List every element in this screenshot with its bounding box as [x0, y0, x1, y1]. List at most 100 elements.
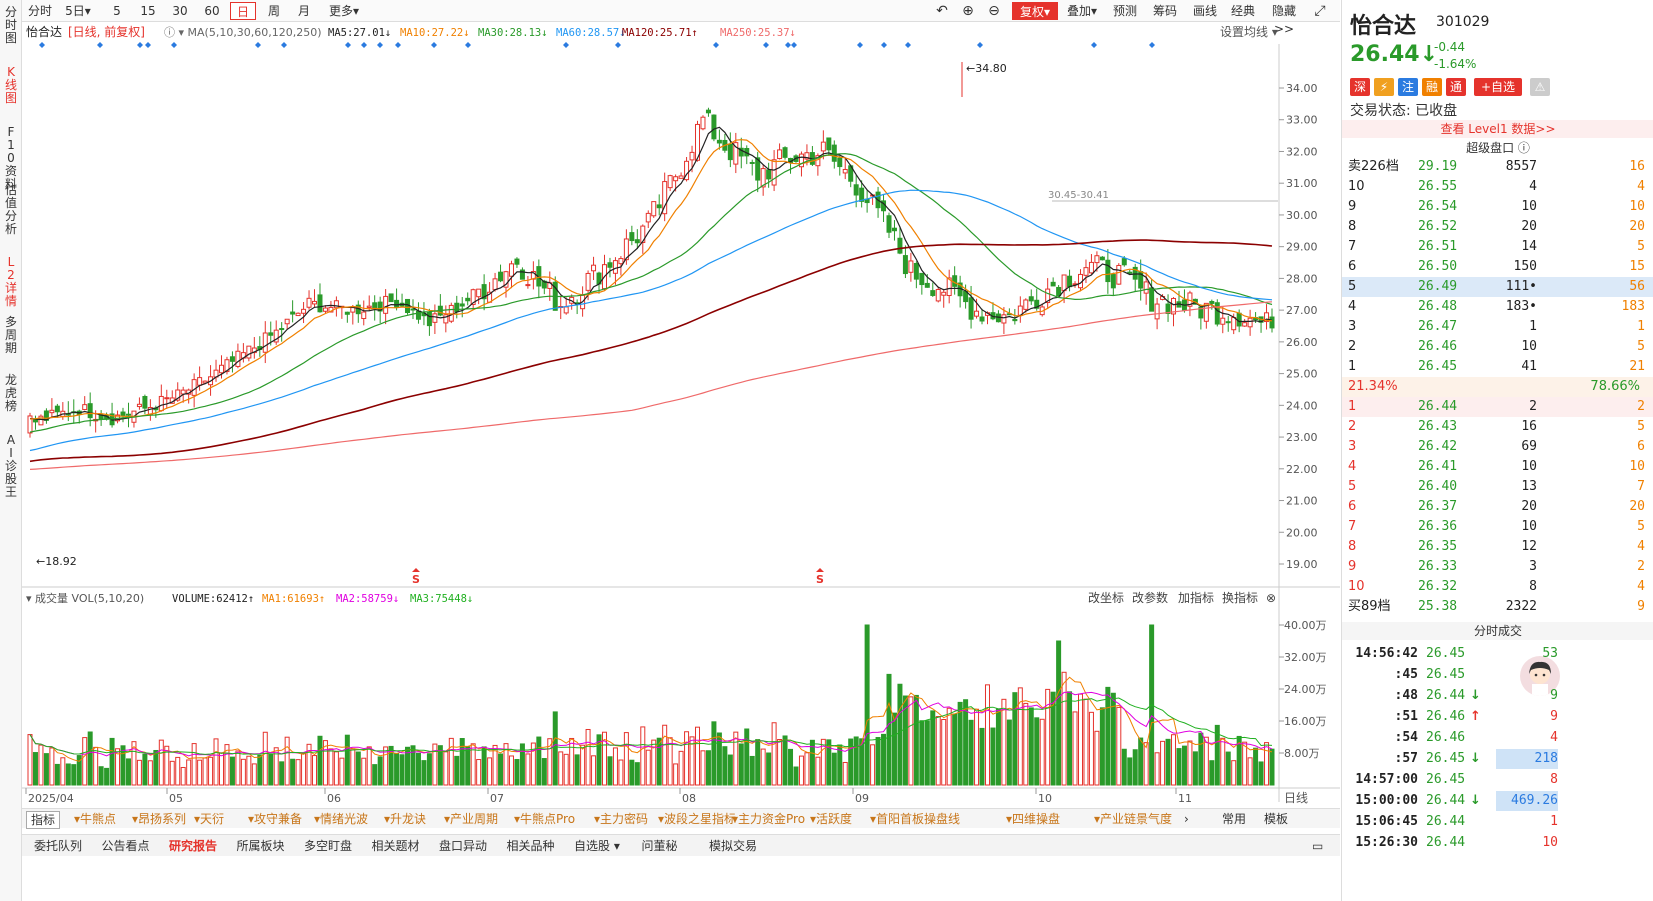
vol-tool[interactable]: 改参数	[1132, 590, 1168, 605]
indicator-tab[interactable]: ▾波段之星指标	[658, 812, 737, 826]
bottom-tab[interactable]: 公告看点	[101, 839, 150, 853]
ma-header[interactable]: ⓘ ▾ MA(5,10,30,60,120,250)	[164, 26, 322, 39]
tick-volume: 218	[1496, 749, 1558, 769]
indicator-tab[interactable]: ▾牛熊点	[74, 812, 117, 826]
bottom-tab[interactable]: 所属板块	[236, 839, 285, 853]
indicator-tab[interactable]: ▾牛熊点Pro	[514, 812, 576, 826]
chips-button[interactable]: 筹码	[1152, 4, 1177, 18]
bell-icon[interactable]: ⚠	[1530, 78, 1550, 96]
forecast-button[interactable]: 预测	[1112, 4, 1137, 18]
tab-15min[interactable]: 15	[140, 4, 156, 18]
indicator-tab[interactable]: ▾活跃度	[810, 812, 853, 826]
bottom-tab[interactable]: 盘口异动	[439, 839, 488, 853]
sidebar-item-valuation[interactable]: 估值分析	[4, 183, 17, 236]
level1-link[interactable]: 查看 Level1 数据>>	[1342, 120, 1653, 138]
tab-intraday[interactable]: 分时	[27, 4, 52, 18]
hide-button[interactable]: 隐藏>>	[1271, 4, 1296, 36]
indicator-tab[interactable]: 指标	[26, 811, 61, 829]
ma-settings[interactable]: 设置均线 ▾	[1220, 25, 1278, 39]
volume-bar	[815, 756, 821, 786]
indicator-tab[interactable]: ▾攻守兼备	[248, 812, 303, 826]
volume-bar	[339, 757, 345, 786]
tick-price: 26.44	[1426, 688, 1466, 703]
indicator-tab[interactable]: ▾情绪光波	[314, 812, 369, 826]
tab-daily[interactable]: 日	[230, 2, 256, 20]
zoom-out-icon[interactable]: ⊖	[988, 3, 1000, 19]
volume-bar	[301, 753, 307, 786]
indicator-tab[interactable]: ▾首阳首板操盘线	[870, 812, 961, 826]
volume-bar	[831, 752, 837, 786]
level-price: 26.54	[1418, 199, 1458, 214]
tab-more[interactable]: 更多▾	[328, 4, 360, 18]
vol-tool[interactable]: 改坐标	[1088, 591, 1124, 605]
indicator-tab[interactable]: ▾主力资金Pro	[732, 812, 806, 826]
tick-time: :57	[1394, 751, 1418, 766]
badge-3[interactable]: 融	[1422, 78, 1442, 96]
indicator-tab[interactable]: ▾昂扬系列	[132, 812, 187, 826]
indicator-tab[interactable]: ▾四维操盘	[1006, 812, 1061, 826]
vol-tool[interactable]: 加指标	[1178, 590, 1214, 605]
candle-body	[1149, 287, 1155, 312]
bottom-tab[interactable]: 委托队列	[34, 839, 83, 853]
indicator-tab[interactable]: ▾升龙诀	[384, 812, 427, 826]
tab-60min[interactable]: 60	[204, 4, 220, 18]
panel-toggle-icon[interactable]: ▭	[1312, 839, 1324, 853]
close-icon[interactable]: ⊗	[1266, 591, 1276, 605]
volume-bar	[601, 731, 607, 786]
add-watchlist-button[interactable]: +自选	[1474, 78, 1522, 96]
undo-icon[interactable]: ↶	[936, 3, 948, 19]
tick-row: 14:57:00 26.45 8	[1342, 770, 1653, 791]
indicator-tab[interactable]: ▾产业周期	[444, 812, 499, 826]
vol-tool[interactable]: 换指标	[1222, 590, 1258, 605]
tab-5day[interactable]: 5日▾	[65, 4, 91, 18]
sidebar-item-multiperiod[interactable]: 多周期	[4, 315, 17, 355]
classic-button[interactable]: 经典	[1230, 4, 1255, 18]
tick-time: :54	[1394, 730, 1418, 745]
level-count: 15	[1629, 259, 1645, 274]
badge-1[interactable]: ⚡	[1374, 78, 1394, 96]
indicator-tab[interactable]: ›	[1184, 812, 1189, 826]
tab-monthly[interactable]: 月	[297, 4, 310, 18]
volume-bar	[1056, 640, 1062, 786]
sidebar-item-intraday[interactable]: 分时图	[4, 5, 17, 45]
volume-bar	[399, 754, 405, 786]
volume-bar	[1209, 760, 1215, 786]
price-change-pct: -1.64%	[1434, 57, 1477, 71]
fullscreen-icon[interactable]: ⤢	[1314, 3, 1326, 19]
indicator-tab[interactable]: 常用	[1222, 812, 1247, 826]
badge-2[interactable]: 注	[1398, 78, 1418, 96]
sidebar-item-dragon-tiger[interactable]: 龙虎榜	[4, 373, 17, 413]
badge-0[interactable]: 深	[1350, 78, 1370, 96]
tab-5min[interactable]: 5	[113, 4, 121, 18]
indicator-tab[interactable]: ▾主力密码	[594, 812, 649, 826]
indicator-tab[interactable]: ▾天衍	[194, 812, 225, 826]
bottom-tab[interactable]: 模拟交易	[709, 839, 758, 853]
overlay-button[interactable]: 叠加▾	[1066, 4, 1098, 18]
tab-30min[interactable]: 30	[172, 4, 188, 18]
price-tick-label: 31.00	[1286, 177, 1318, 190]
badge-4[interactable]: 通	[1446, 78, 1466, 96]
bottom-tab[interactable]: 研究报告	[169, 839, 218, 853]
bottom-tab[interactable]: 相关题材	[371, 839, 420, 853]
level-price: 26.40	[1418, 479, 1458, 494]
indicator-tab[interactable]: 模板	[1264, 812, 1289, 826]
signal-diamond	[791, 42, 797, 48]
candle-body	[705, 109, 711, 114]
bottom-tab[interactable]: 自选股 ▾	[574, 839, 620, 853]
kline-chart[interactable]: 怡合达 [日线, 前复权] ⓘ ▾ MA(5,10,30,60,120,250) MA…	[22, 22, 1340, 822]
adjust-price-button[interactable]: 复权▾	[1012, 2, 1058, 20]
bottom-tab[interactable]: 多空盯盘	[304, 839, 353, 853]
assistant-avatar[interactable]	[1520, 656, 1560, 696]
draw-line-button[interactable]: 画线	[1192, 4, 1217, 18]
candle-body	[498, 271, 504, 282]
bottom-tab[interactable]: 问董秘	[641, 839, 678, 853]
bottom-tab[interactable]: 相关品种	[506, 839, 555, 853]
tick-price: 26.45	[1426, 646, 1466, 661]
indicator-tab[interactable]: ▾产业链景气度	[1094, 812, 1173, 826]
zoom-in-icon[interactable]: ⊕	[962, 3, 974, 19]
tab-weekly[interactable]: 周	[267, 4, 280, 18]
